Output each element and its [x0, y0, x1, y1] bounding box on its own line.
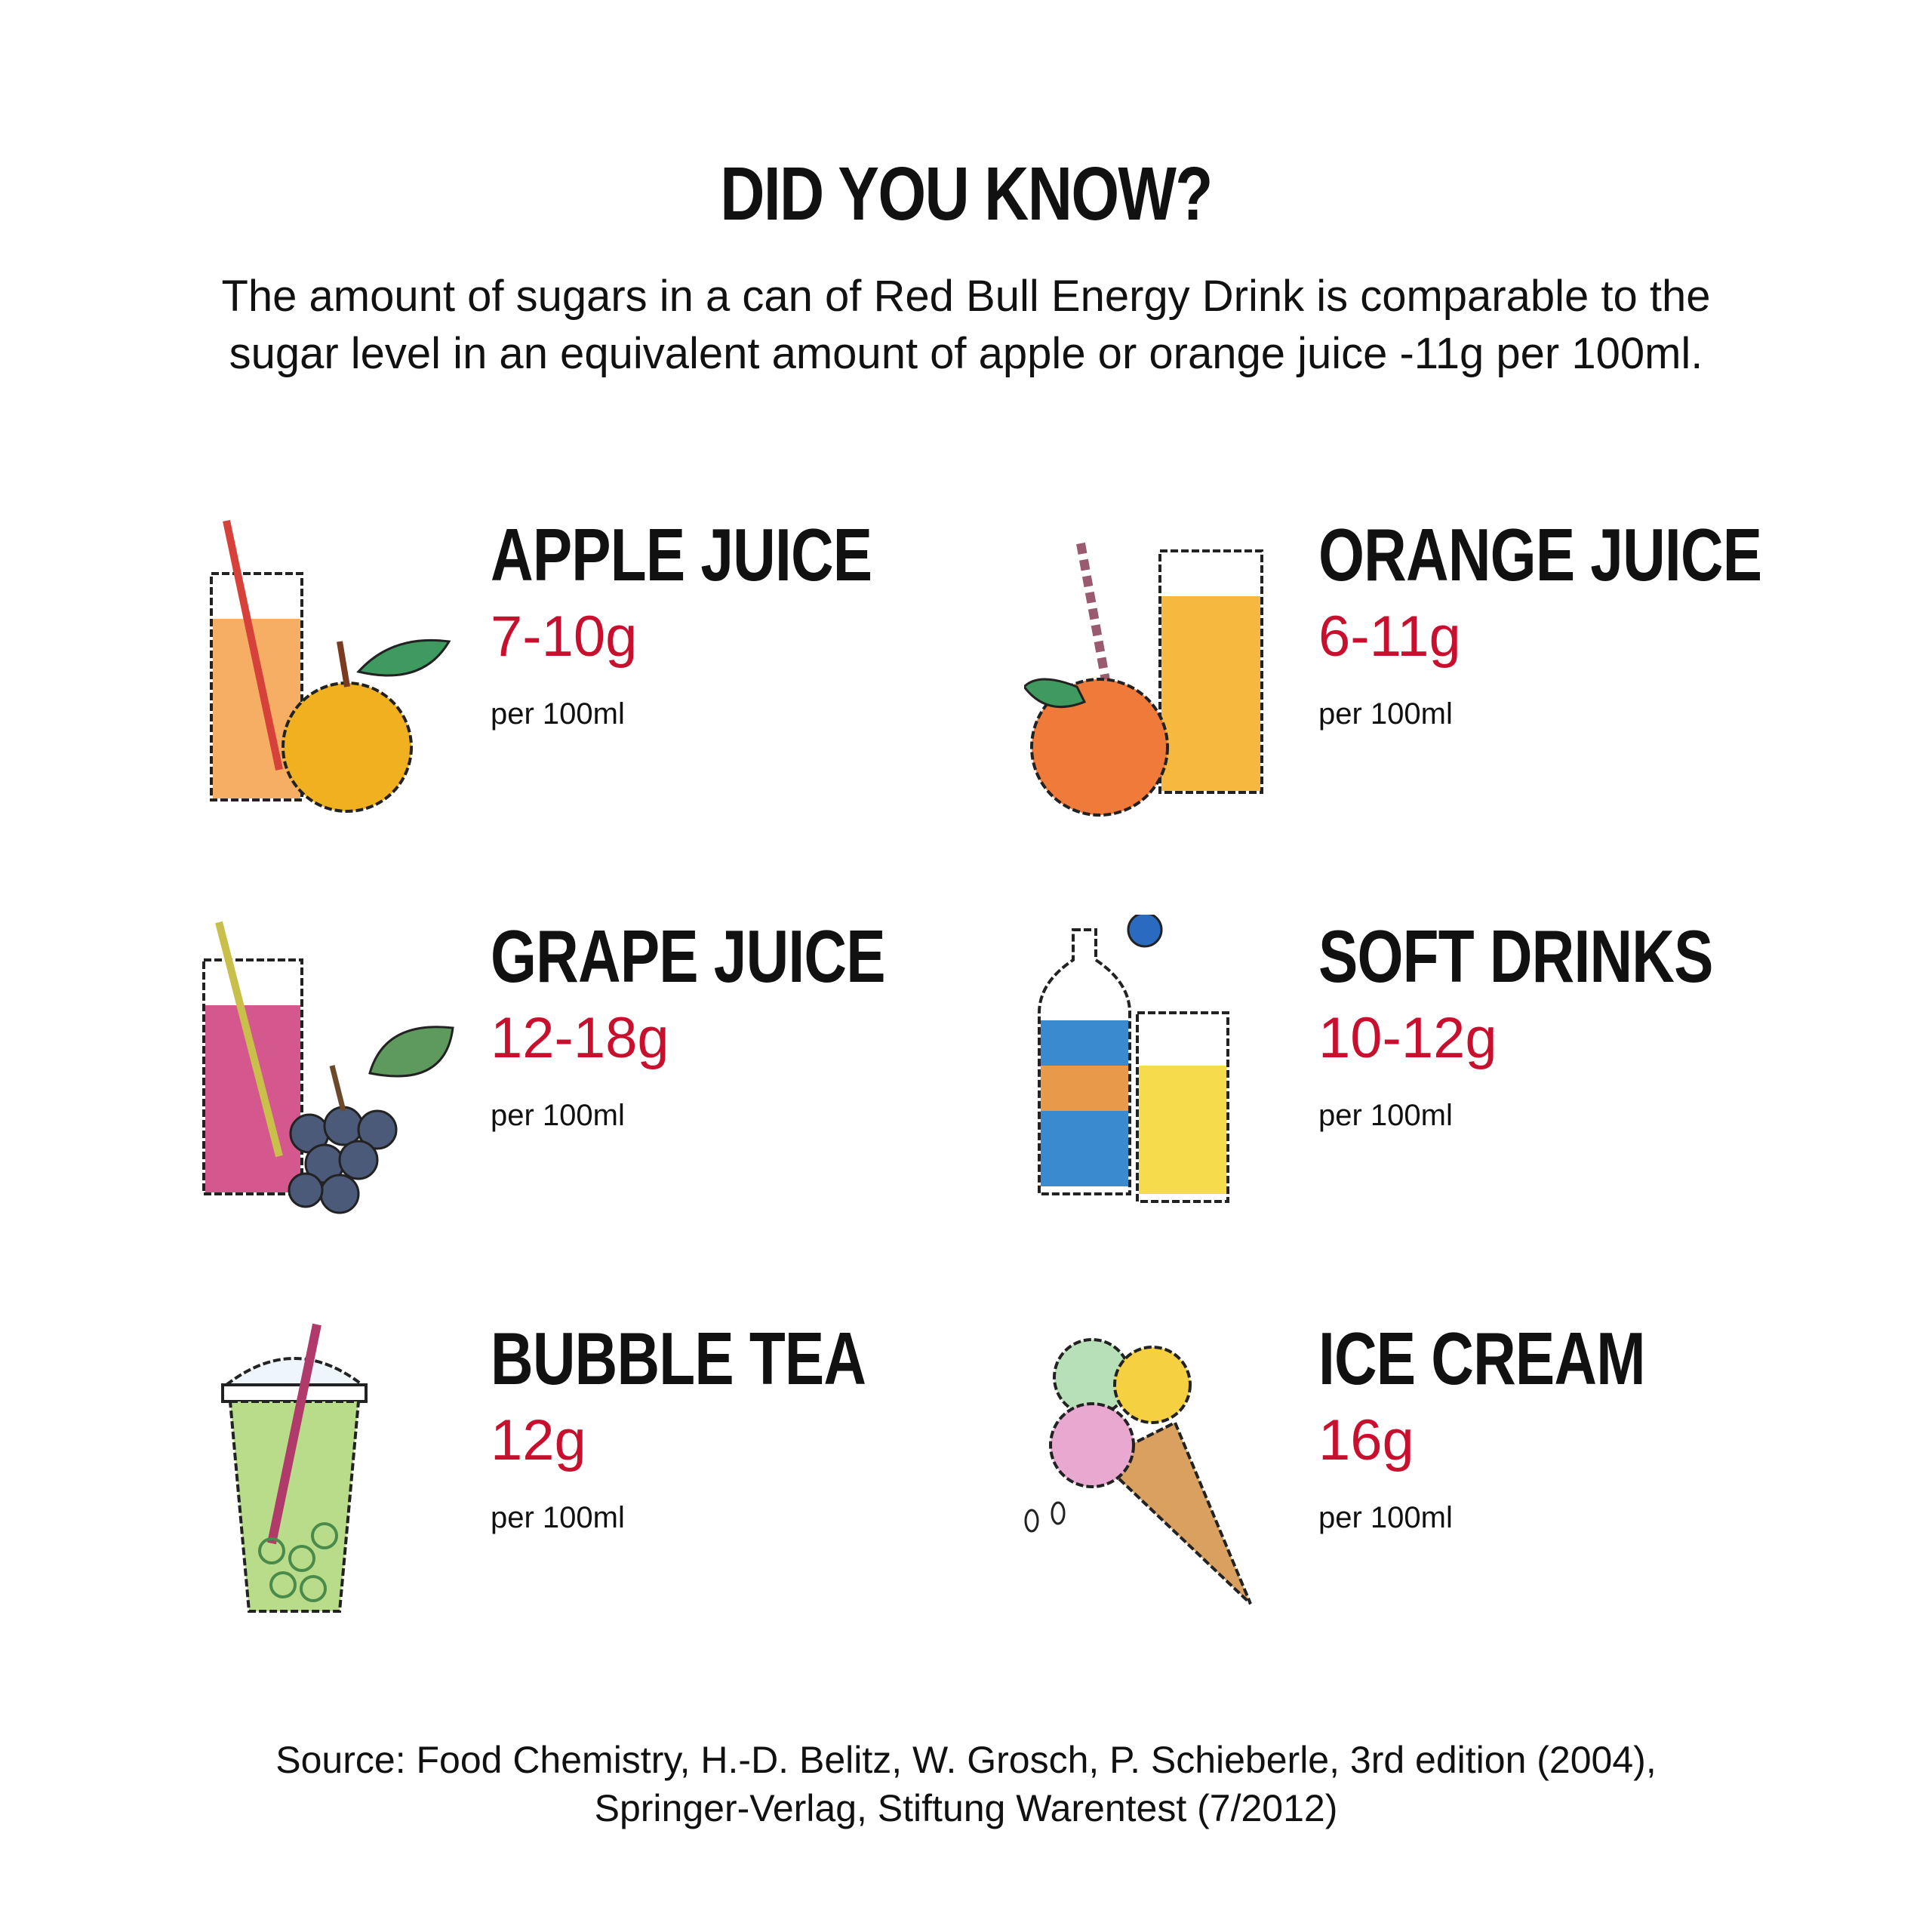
source-citation: Source: Food Chemistry, H.-D. Belitz, W.… — [0, 1736, 1932, 1832]
subtitle-line: The amount of sugars in a can of Red Bul… — [221, 272, 1711, 321]
unit-label: per 100ml — [491, 1501, 625, 1534]
sugar-value: 12-18g — [491, 1006, 669, 1070]
item-orange-juice: ORANGE JUICE 6-11g per 100ml — [1024, 513, 1762, 830]
sugar-value: 12g — [491, 1408, 586, 1472]
sugar-value: 16g — [1318, 1408, 1414, 1472]
bubble-tea-icon — [221, 1323, 368, 1613]
sugar-value: 10-12g — [1318, 1006, 1497, 1070]
soft-drinks-icon — [1038, 915, 1229, 1203]
item-soft-drinks: SOFT DRINKS 10-12g per 100ml — [1024, 915, 1713, 1232]
unit-label: per 100ml — [1318, 1099, 1453, 1132]
item-grape-juice: GRAPE JUICE 12-18g per 100ml — [196, 915, 886, 1232]
item-name: BUBBLE TEA — [491, 1317, 866, 1400]
item-name: ICE CREAM — [1318, 1317, 1646, 1400]
sugar-value: 7-10g — [491, 605, 638, 669]
apple-juice-icon — [210, 519, 451, 813]
unit-label: per 100ml — [491, 697, 625, 731]
subtitle: The amount of sugars in a can of Red Bul… — [136, 268, 1796, 383]
item-name: SOFT DRINKS — [1318, 915, 1713, 998]
item-ice-cream: ICE CREAM 16g per 100ml — [1024, 1317, 1703, 1634]
unit-label: per 100ml — [491, 1099, 625, 1132]
item-name: ORANGE JUICE — [1318, 513, 1762, 596]
sugar-value: 6-11g — [1318, 605, 1461, 669]
page-title: DID YOU KNOW? — [720, 152, 1213, 236]
item-name: GRAPE JUICE — [491, 915, 886, 998]
subtitle-line: sugar level in an equivalent amount of a… — [229, 329, 1703, 378]
source-line: Source: Food Chemistry, H.-D. Belitz, W.… — [275, 1739, 1657, 1781]
unit-label: per 100ml — [1318, 697, 1453, 731]
ice-cream-icon — [1024, 1338, 1252, 1605]
item-name: APPLE JUICE — [491, 513, 872, 596]
grape-juice-icon — [202, 921, 454, 1214]
source-line: Springer-Verlag, Stiftung Warentest (7/2… — [594, 1787, 1338, 1829]
unit-label: per 100ml — [1318, 1501, 1453, 1534]
item-bubble-tea: BUBBLE TEA 12g per 100ml — [196, 1317, 875, 1634]
orange-juice-icon — [1024, 542, 1263, 817]
item-apple-juice: APPLE JUICE 7-10g per 100ml — [196, 513, 875, 830]
